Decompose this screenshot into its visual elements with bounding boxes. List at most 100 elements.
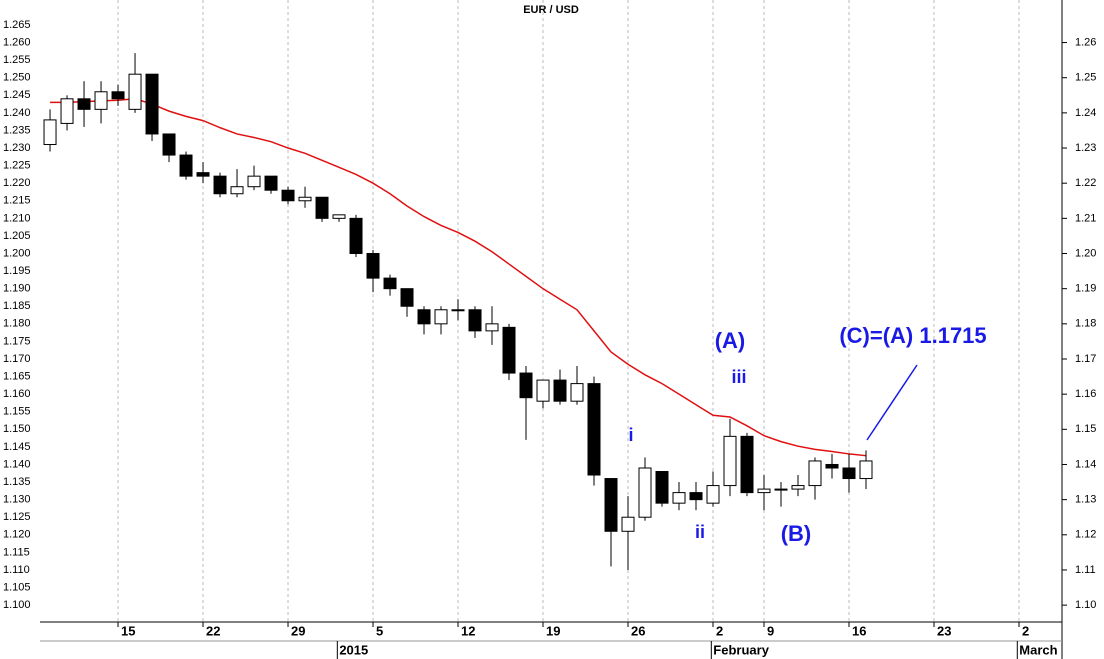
candle-body: [281, 189, 295, 202]
y-tick-label: 1.240: [3, 107, 31, 119]
candle-body: [570, 383, 584, 402]
candle-body: [400, 288, 414, 307]
annotation: (B): [781, 521, 812, 546]
candle-body: [774, 488, 788, 491]
candle-body: [247, 175, 261, 188]
annotation: (A): [715, 328, 746, 353]
y2-tick-label: 1.23: [1075, 142, 1096, 154]
y2-tick-label: 1.22: [1075, 177, 1096, 189]
candle-body: [196, 172, 210, 177]
y-tick-label: 1.135: [3, 476, 31, 488]
candle-body: [43, 119, 57, 146]
candle-body: [230, 186, 244, 195]
candle-body: [825, 463, 839, 469]
y2-tick-label: 1.24: [1075, 107, 1096, 119]
y-tick-label: 1.145: [3, 441, 31, 453]
candle-body: [417, 309, 431, 325]
candle-body: [366, 253, 380, 279]
annotation-pointer: [866, 364, 918, 441]
y-tick-label: 1.170: [3, 353, 31, 365]
candle-body: [468, 309, 482, 332]
candle-body: [621, 516, 635, 532]
y2-tick-label: 1.21: [1075, 212, 1096, 224]
candle-body: [604, 478, 618, 532]
y-tick-label: 1.150: [3, 423, 31, 435]
candle-body: [689, 492, 703, 501]
y-tick-label: 1.205: [3, 230, 31, 242]
candle-body: [706, 485, 720, 504]
x-tick-label: 22: [206, 623, 220, 638]
candle-body: [60, 98, 74, 124]
candle-body: [638, 467, 652, 518]
candle-body: [757, 488, 771, 494]
y2-tick-label: 1.25: [1075, 72, 1096, 84]
y-tick-label: 1.265: [3, 19, 31, 31]
y-tick-label: 1.195: [3, 265, 31, 277]
y-tick-label: 1.110: [3, 564, 30, 576]
y-tick-label: 1.215: [3, 195, 31, 207]
y-tick-label: 1.130: [3, 494, 31, 506]
y-tick-label: 1.155: [3, 406, 31, 418]
chart-title: EUR / USD: [523, 4, 579, 16]
annotation: iii: [731, 367, 746, 387]
candle-body: [808, 460, 822, 487]
y-tick-label: 1.220: [3, 177, 31, 189]
annotation: i: [628, 425, 633, 445]
y-tick-label: 1.260: [3, 36, 31, 48]
candle-body: [128, 73, 142, 110]
x-tick-label: 9: [767, 623, 774, 638]
candle-body: [451, 309, 465, 312]
x-tick-label: 29: [291, 623, 305, 638]
candle-body: [264, 175, 278, 191]
candle-body: [519, 372, 533, 399]
candle-body: [162, 133, 176, 156]
candle-body: [536, 379, 550, 402]
x-tick-label: 19: [546, 623, 560, 638]
y-tick-label: 1.255: [3, 54, 31, 66]
y2-tick-label: 1.12: [1075, 529, 1096, 541]
y-tick-label: 1.200: [3, 247, 31, 259]
y2-tick-label: 1.14: [1075, 458, 1096, 470]
candle-body: [859, 460, 873, 480]
candle-body: [349, 217, 363, 255]
candle-body: [740, 435, 754, 494]
y2-tick-label: 1.26: [1075, 36, 1096, 48]
y2-tick-label: 1.20: [1075, 247, 1096, 259]
candle-body: [315, 196, 329, 219]
x-tick-label: 12: [461, 623, 475, 638]
y-tick-label: 1.165: [3, 370, 31, 382]
y-tick-label: 1.120: [3, 529, 31, 541]
period-label: 2015: [339, 642, 368, 657]
candle-body: [179, 154, 193, 177]
y2-tick-label: 1.17: [1075, 353, 1096, 365]
y2-tick-label: 1.13: [1075, 494, 1096, 506]
candle-body: [502, 326, 516, 374]
candle-body: [332, 214, 346, 219]
y-tick-label: 1.115: [3, 546, 30, 558]
y-tick-label: 1.125: [3, 511, 31, 523]
x-tick-label: 2: [716, 623, 723, 638]
candle-body: [485, 323, 499, 332]
y-tick-label: 1.105: [3, 581, 31, 593]
y-tick-label: 1.175: [3, 335, 31, 347]
candle-body: [298, 196, 312, 202]
y2-tick-label: 1.19: [1075, 283, 1096, 295]
y-tick-label: 1.225: [3, 160, 31, 172]
candle-body: [587, 383, 601, 476]
x-tick-label: 5: [376, 623, 383, 638]
y-tick-label: 1.100: [3, 599, 31, 611]
candle-body: [553, 379, 567, 402]
x-tick-label: 23: [937, 623, 951, 638]
x-tick-label: 15: [121, 623, 135, 638]
candle-body: [723, 435, 737, 487]
y2-tick-label: 1.15: [1075, 423, 1096, 435]
y-tick-label: 1.140: [3, 458, 31, 470]
x-tick-label: 2: [1022, 623, 1029, 638]
y-tick-label: 1.180: [3, 318, 31, 330]
candle-body: [672, 492, 686, 504]
y2-tick-label: 1.10: [1075, 599, 1096, 611]
candle-body: [111, 91, 125, 100]
